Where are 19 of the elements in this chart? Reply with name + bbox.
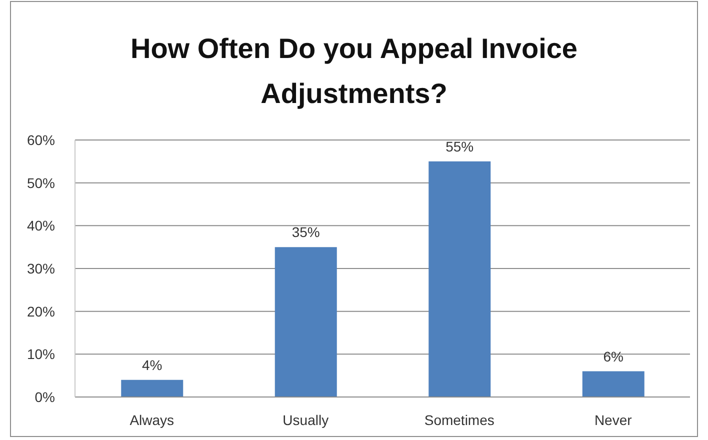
- bar: [582, 371, 644, 397]
- y-tick-label: 30%: [26, 260, 55, 276]
- y-tick-label: 50%: [26, 174, 55, 191]
- x-tick-label: Never: [594, 412, 632, 428]
- data-label: 55%: [446, 138, 474, 154]
- x-tick-label: Always: [130, 412, 174, 428]
- bar: [121, 380, 184, 397]
- x-tick-label: Sometimes: [424, 412, 494, 428]
- y-tick-label: 20%: [26, 303, 55, 320]
- y-tick-label: 10%: [26, 346, 55, 362]
- data-label: 4%: [142, 356, 162, 373]
- data-label: 35%: [292, 224, 320, 240]
- y-tick-label: 60%: [26, 132, 55, 148]
- chart-title: How Often Do you Appeal Invoice Adjustments?: [129, 32, 578, 111]
- bar: [274, 247, 337, 397]
- x-tick-label: Usually: [282, 412, 329, 428]
- bar: [428, 161, 491, 397]
- y-tick-label: 40%: [26, 218, 55, 234]
- y-tick-label: 0%: [34, 388, 55, 405]
